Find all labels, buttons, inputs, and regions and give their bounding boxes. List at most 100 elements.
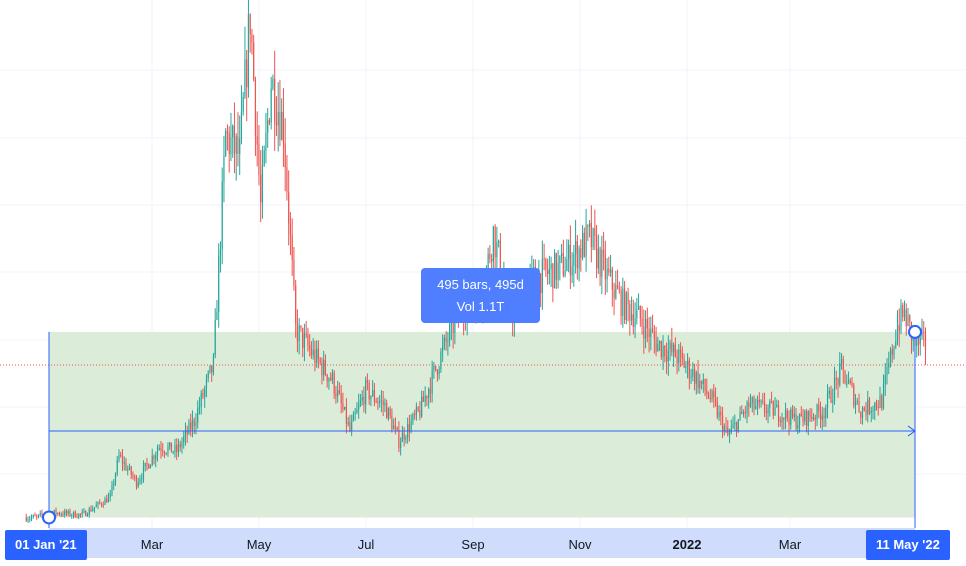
candle-body: [746, 402, 748, 414]
candle-body: [697, 371, 699, 389]
candle-body: [291, 235, 293, 260]
candle-body: [791, 409, 794, 418]
candle-body: [253, 42, 255, 80]
candle-body: [772, 401, 774, 416]
candle-body: [870, 411, 872, 413]
candle-body: [634, 318, 636, 327]
candle-body: [781, 417, 783, 423]
candle-body: [492, 226, 494, 262]
candle-body: [578, 248, 580, 269]
candle-body: [326, 374, 328, 382]
candle-body: [828, 390, 830, 394]
candle-body: [592, 228, 594, 248]
candle-body: [410, 421, 412, 432]
candle-body: [263, 150, 265, 166]
candle-body: [62, 514, 64, 516]
candle-body: [25, 517, 27, 521]
candle-body: [714, 397, 717, 403]
candle-body: [106, 498, 108, 503]
candle-body: [889, 349, 892, 364]
candle-body: [443, 337, 445, 346]
candle-body: [205, 378, 208, 389]
candle-body: [685, 366, 687, 368]
candle-body: [590, 223, 592, 248]
candle-body: [109, 494, 111, 497]
candle-body: [349, 422, 351, 431]
candle-body: [756, 399, 759, 407]
candle-body: [97, 502, 99, 506]
candle-body: [330, 378, 332, 381]
candle-body: [879, 395, 881, 408]
candle-body: [863, 408, 865, 411]
candle-body: [146, 462, 148, 465]
candle-body: [408, 424, 410, 432]
candle-body: [251, 34, 253, 43]
candle-body: [113, 483, 115, 485]
candle-body: [32, 515, 34, 518]
time-tick-label: May: [246, 537, 272, 552]
candle-body: [872, 410, 874, 412]
range-end-handle[interactable]: [908, 324, 922, 339]
candle-body: [601, 249, 603, 277]
candle-body: [298, 325, 300, 342]
candle-body: [116, 459, 118, 474]
candle-body: [784, 410, 787, 420]
candle-body: [909, 315, 911, 322]
candle-body: [611, 269, 613, 290]
candle-body: [300, 325, 302, 328]
candle-body: [191, 419, 194, 430]
candle-body: [267, 120, 269, 133]
candle-body: [102, 504, 104, 506]
candle-body: [884, 375, 886, 384]
candle-body: [604, 254, 606, 280]
candle-body: [571, 265, 573, 276]
range-end-date-tag: 11 May '22: [866, 530, 950, 560]
candle-body: [202, 393, 204, 397]
candle-body: [195, 422, 197, 426]
candle-body: [39, 513, 41, 515]
candle-body: [707, 394, 710, 398]
candle-body: [695, 371, 697, 384]
price-chart[interactable]: [0, 0, 966, 528]
candle-body: [419, 410, 421, 417]
candle-body: [489, 253, 491, 259]
candle-body: [655, 338, 657, 352]
candle-body: [130, 466, 132, 475]
candle-body: [184, 430, 187, 437]
candle-body: [660, 341, 662, 358]
candle-body: [433, 365, 435, 370]
candle-body: [758, 399, 760, 403]
candle-body: [141, 478, 143, 480]
candle-body: [569, 244, 571, 276]
candle-body: [193, 419, 195, 426]
range-start-date-tag: 01 Jan '21: [5, 530, 87, 560]
candle-body: [295, 285, 297, 324]
candle-body: [711, 391, 713, 400]
range-start-handle[interactable]: [42, 510, 56, 525]
candle-body: [198, 406, 201, 409]
candle-body: [181, 442, 183, 448]
candle-body: [347, 422, 349, 425]
candle-body: [172, 451, 174, 453]
candle-body: [319, 359, 321, 363]
candle-body: [669, 342, 671, 350]
candle-body: [667, 349, 669, 362]
time-axis[interactable]: Mar May Jul Sep Nov 2022 Mar 01 Jan '21 …: [0, 528, 966, 566]
candle-body: [865, 410, 867, 415]
candle-body: [452, 316, 454, 333]
candle-body: [200, 393, 202, 407]
candle-body: [547, 269, 549, 275]
candle-body: [247, 14, 250, 88]
candle-body: [498, 240, 500, 243]
candle-body: [540, 273, 542, 293]
candle-body: [769, 401, 771, 408]
candle-body: [284, 143, 286, 168]
candle-body: [800, 413, 802, 417]
candle-body: [562, 253, 564, 276]
candle-body: [921, 331, 923, 338]
candle-body: [242, 96, 244, 112]
candle-body: [753, 397, 755, 409]
candle-body: [379, 401, 381, 403]
candle-body: [174, 445, 176, 452]
candle-body: [651, 328, 654, 332]
